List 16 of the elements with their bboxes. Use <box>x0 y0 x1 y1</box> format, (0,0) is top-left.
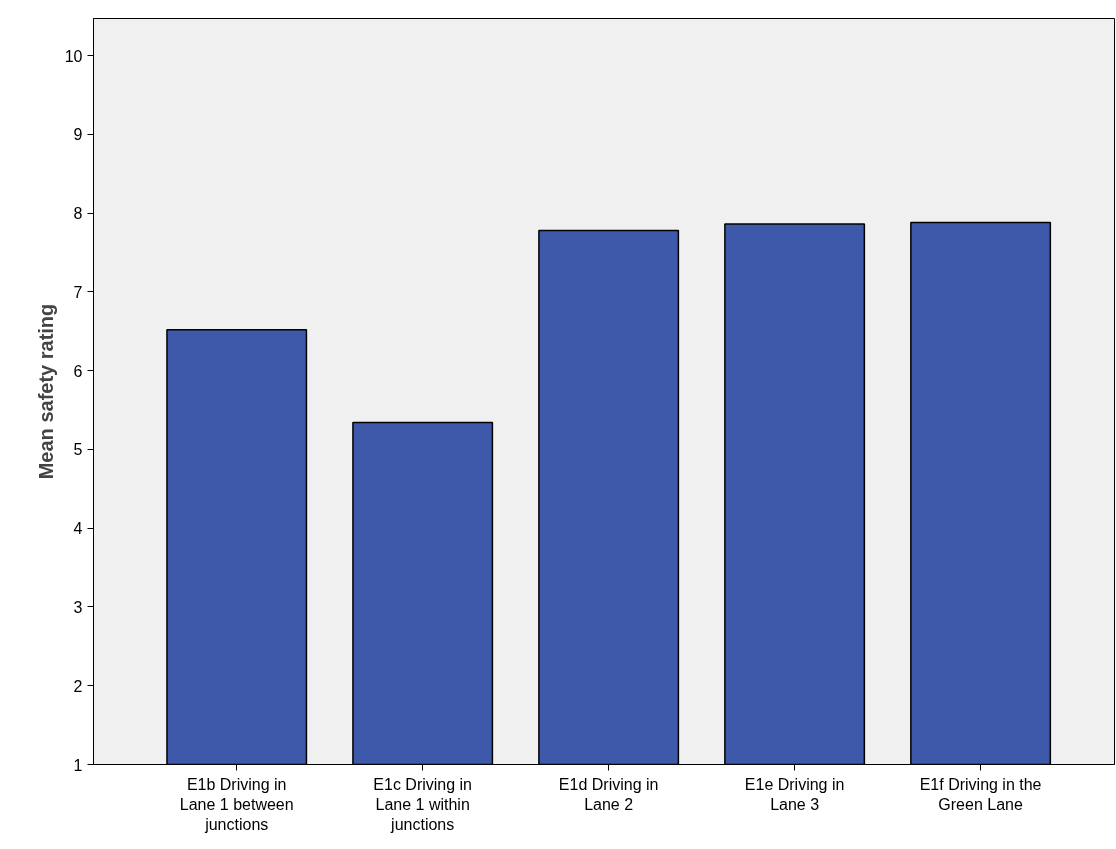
x-tick-label: E1d Driving in Lane 2 <box>558 775 659 813</box>
y-tick-label: 9 <box>73 126 83 144</box>
x-tick-label: E1f Driving in the Green Lane <box>919 775 1042 813</box>
y-tick-label: 1 <box>73 756 83 774</box>
y-tick-label: 6 <box>73 362 83 380</box>
y-tick-label: 3 <box>73 598 83 616</box>
y-tick-label: 4 <box>73 520 83 538</box>
y-tick-label: 10 <box>64 47 83 65</box>
y-tick-label: 5 <box>73 441 83 459</box>
y-tick-label: 8 <box>73 205 83 223</box>
x-tick-label: E1b Driving in Lane 1 between junctions <box>179 775 294 834</box>
y-tick-label: 2 <box>73 677 83 695</box>
y-tick-label: 7 <box>73 283 83 301</box>
x-tick-label: E1c Driving in Lane 1 within junctions <box>373 775 473 834</box>
x-tick-label: E1e Driving in Lane 3 <box>744 775 845 813</box>
y-axis-title: Mean safety rating <box>34 303 57 480</box>
